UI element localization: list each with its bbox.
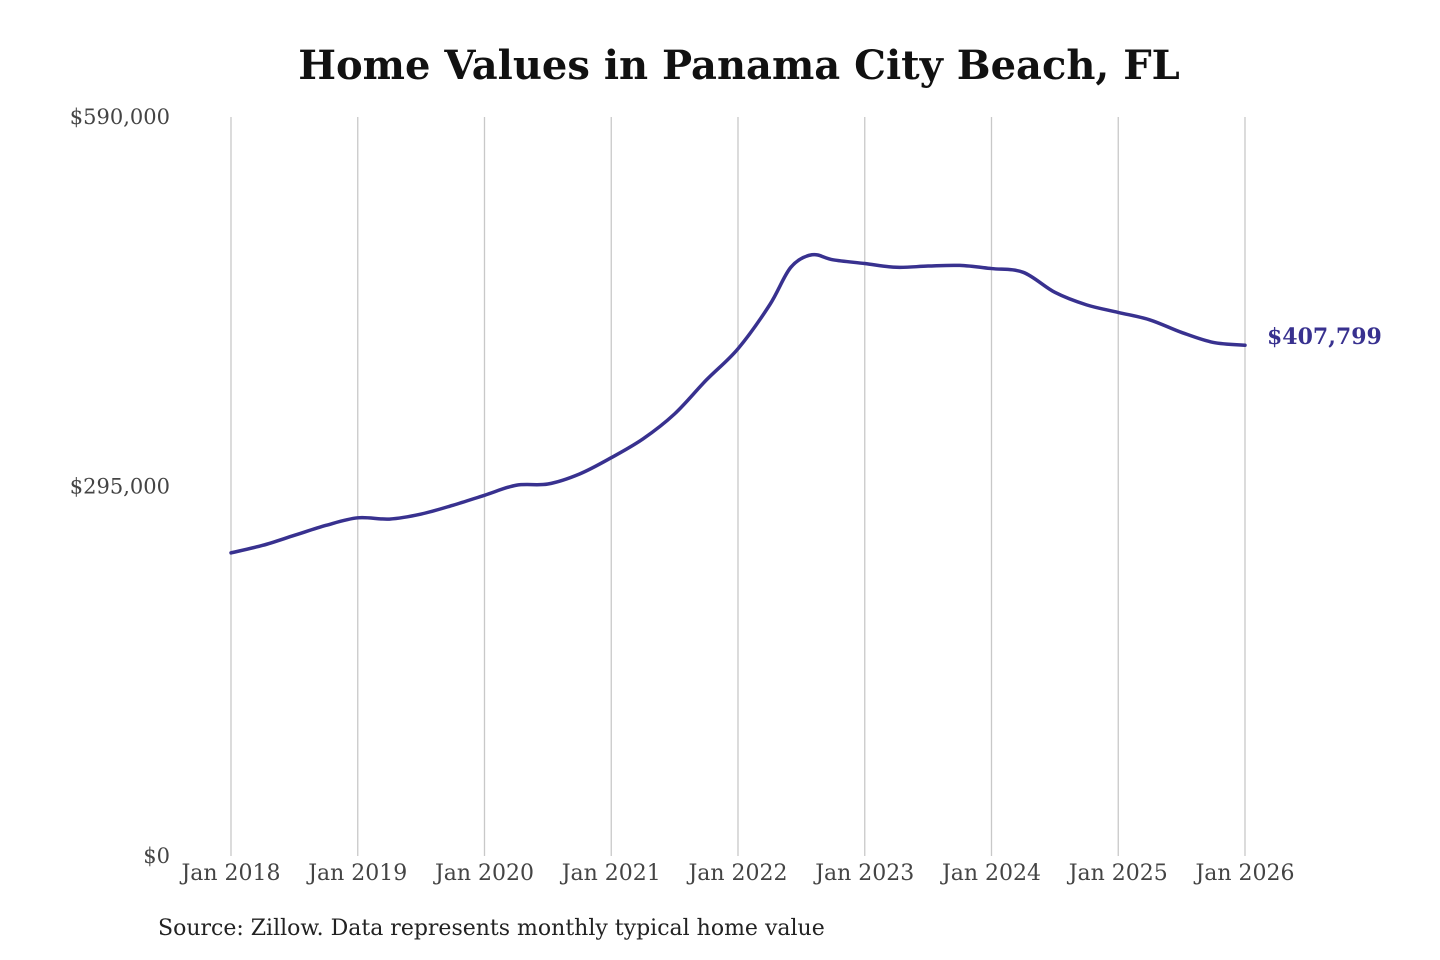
x-tick-label: Jan 2020 [433, 861, 534, 886]
series-line-0 [229, 252, 1247, 555]
x-axis-tick-labels: Jan 2018 Jan 2019 Jan 2020 Jan 2021 Jan 2022… [179, 861, 1294, 886]
source-note: Source: Zillow. Data represents monthly … [158, 916, 825, 941]
gridlines [230, 117, 1246, 856]
x-tick-label: Jan 2022 [686, 861, 787, 886]
x-tick-label: Jan 2024 [940, 861, 1041, 886]
series-layer: $407,799 [229, 252, 1382, 555]
x-tick-label: Jan 2021 [560, 861, 661, 886]
x-tick-label: Jan 2019 [306, 861, 407, 886]
chart-title: Home Values in Panama City Beach, FL [298, 42, 1180, 89]
y-tick-label: $590,000 [70, 105, 170, 129]
x-tick-label: Jan 2023 [813, 861, 914, 886]
x-tick-label: Jan 2018 [179, 861, 280, 886]
x-tick-label: Jan 2026 [1193, 861, 1294, 886]
y-tick-label: $295,000 [70, 475, 170, 499]
y-tick-label: $0 [143, 844, 170, 868]
series-end-value-label: $407,799 [1267, 324, 1382, 350]
y-axis-tick-labels: $0 $295,000 $590,000 [70, 105, 170, 868]
x-tick-label: Jan 2025 [1067, 861, 1168, 886]
